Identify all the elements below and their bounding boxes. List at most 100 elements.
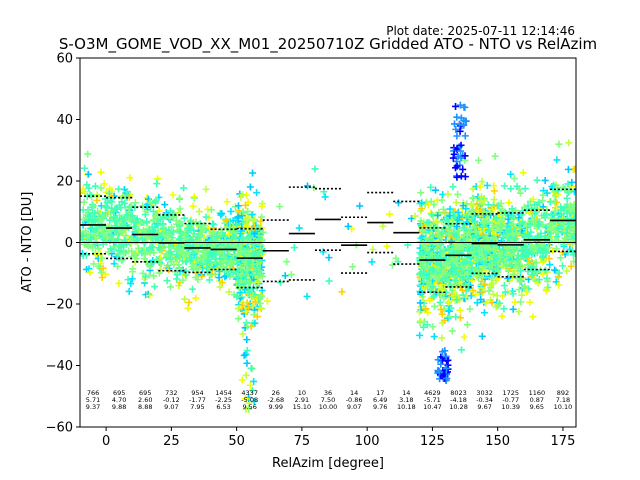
scatter-point: [290, 244, 298, 252]
scatter-point: [442, 353, 450, 361]
y-tick-label: 40: [56, 113, 73, 128]
scatter-point: [560, 215, 568, 223]
scatter-point: [349, 263, 357, 271]
scatter-point: [437, 360, 445, 368]
scatter-point: [249, 260, 257, 268]
scatter-point: [455, 216, 463, 224]
scatter-point: [95, 262, 103, 270]
scatter-point: [468, 243, 476, 251]
scatter-point: [248, 211, 256, 219]
scatter-point: [118, 198, 126, 206]
scatter-point: [464, 275, 472, 283]
scatter-point: [475, 247, 483, 255]
scatter-point: [507, 170, 515, 178]
scatter-point: [440, 316, 448, 324]
scatter-point: [86, 220, 94, 228]
scatter-point: [509, 212, 517, 220]
y-axis-ticks: −60 −40 −20 0 20 40 60: [46, 52, 80, 436]
scatter-point: [570, 258, 576, 266]
scatter-point: [216, 283, 224, 291]
scatter-point: [97, 269, 105, 277]
bin-std-label: 7.95: [190, 403, 204, 411]
scatter-point: [132, 251, 140, 259]
scatter-point: [457, 278, 465, 286]
scatter-point: [115, 185, 123, 193]
scatter-point: [122, 192, 130, 200]
scatter-point: [207, 206, 215, 214]
scatter-point: [553, 156, 561, 164]
scatter-point: [86, 269, 94, 277]
scatter-point: [368, 258, 376, 266]
scatter-point: [258, 203, 266, 211]
scatter-point: [490, 234, 498, 242]
scatter-point: [176, 218, 184, 226]
scatter-point: [257, 292, 265, 300]
scatter-point: [461, 173, 469, 181]
scatter-point: [546, 221, 554, 229]
scatter-point: [240, 351, 248, 359]
scatter-point: [545, 255, 553, 263]
scatter-point: [436, 248, 444, 256]
scatter-point: [416, 317, 424, 325]
scatter-point: [150, 272, 158, 280]
scatter-point: [437, 257, 445, 265]
bin-mean-label: -2.25: [215, 396, 232, 404]
scatter-point: [550, 226, 558, 234]
scatter-point: [233, 220, 241, 228]
scatter-point: [453, 222, 461, 230]
scatter-point: [246, 284, 254, 292]
bin-mean-label: 3.18: [399, 396, 413, 404]
scatter-point: [473, 299, 481, 307]
scatter-point: [386, 210, 394, 218]
scatter-point: [176, 205, 184, 213]
scatter-point: [515, 214, 523, 222]
scatter-point: [189, 202, 197, 210]
scatter-point: [494, 202, 502, 210]
scatter-point: [173, 245, 181, 253]
scatter-point: [184, 228, 192, 236]
scatter-point: [244, 207, 252, 215]
scatter-point: [487, 253, 495, 261]
scatter-point: [521, 250, 529, 258]
scatter-point: [564, 180, 572, 188]
scatter-point: [430, 292, 438, 300]
scatter-point: [482, 260, 490, 268]
scatter-point: [508, 220, 516, 228]
scatter-point: [517, 267, 525, 275]
scatter-point: [486, 264, 494, 272]
scatter-point: [185, 298, 193, 306]
scatter-point: [427, 183, 435, 191]
scatter-point: [567, 231, 575, 239]
scatter-point: [181, 251, 189, 259]
scatter-point: [541, 232, 549, 240]
scatter-point: [233, 293, 241, 301]
bin-std-label: 9.88: [112, 403, 126, 411]
scatter-point: [85, 265, 93, 273]
scatter-point: [564, 248, 572, 256]
scatter-point: [568, 178, 576, 186]
scatter-point: [80, 198, 88, 206]
scatter-point: [478, 223, 486, 231]
scatter-point: [460, 333, 468, 341]
scatter-point: [498, 312, 506, 320]
scatter-point: [192, 218, 200, 226]
scatter-point: [127, 280, 135, 288]
scatter-point: [491, 152, 499, 160]
scatter-point: [429, 323, 437, 331]
scatter-point: [539, 197, 547, 205]
scatter-point: [125, 208, 133, 216]
bin-std-label: 6.53: [216, 403, 230, 411]
scatter-point: [476, 183, 484, 191]
scatter-point: [246, 183, 254, 191]
scatter-point: [471, 218, 479, 226]
scatter-point: [442, 210, 450, 218]
x-tick-label: 100: [355, 434, 380, 449]
scatter-point: [196, 254, 204, 262]
scatter-point: [453, 146, 461, 154]
scatter-point: [213, 261, 221, 269]
scatter-point: [141, 273, 149, 281]
scatter-point: [469, 234, 477, 242]
scatter-point: [222, 217, 230, 225]
scatter-point: [88, 225, 96, 233]
scatter-point: [118, 257, 126, 265]
